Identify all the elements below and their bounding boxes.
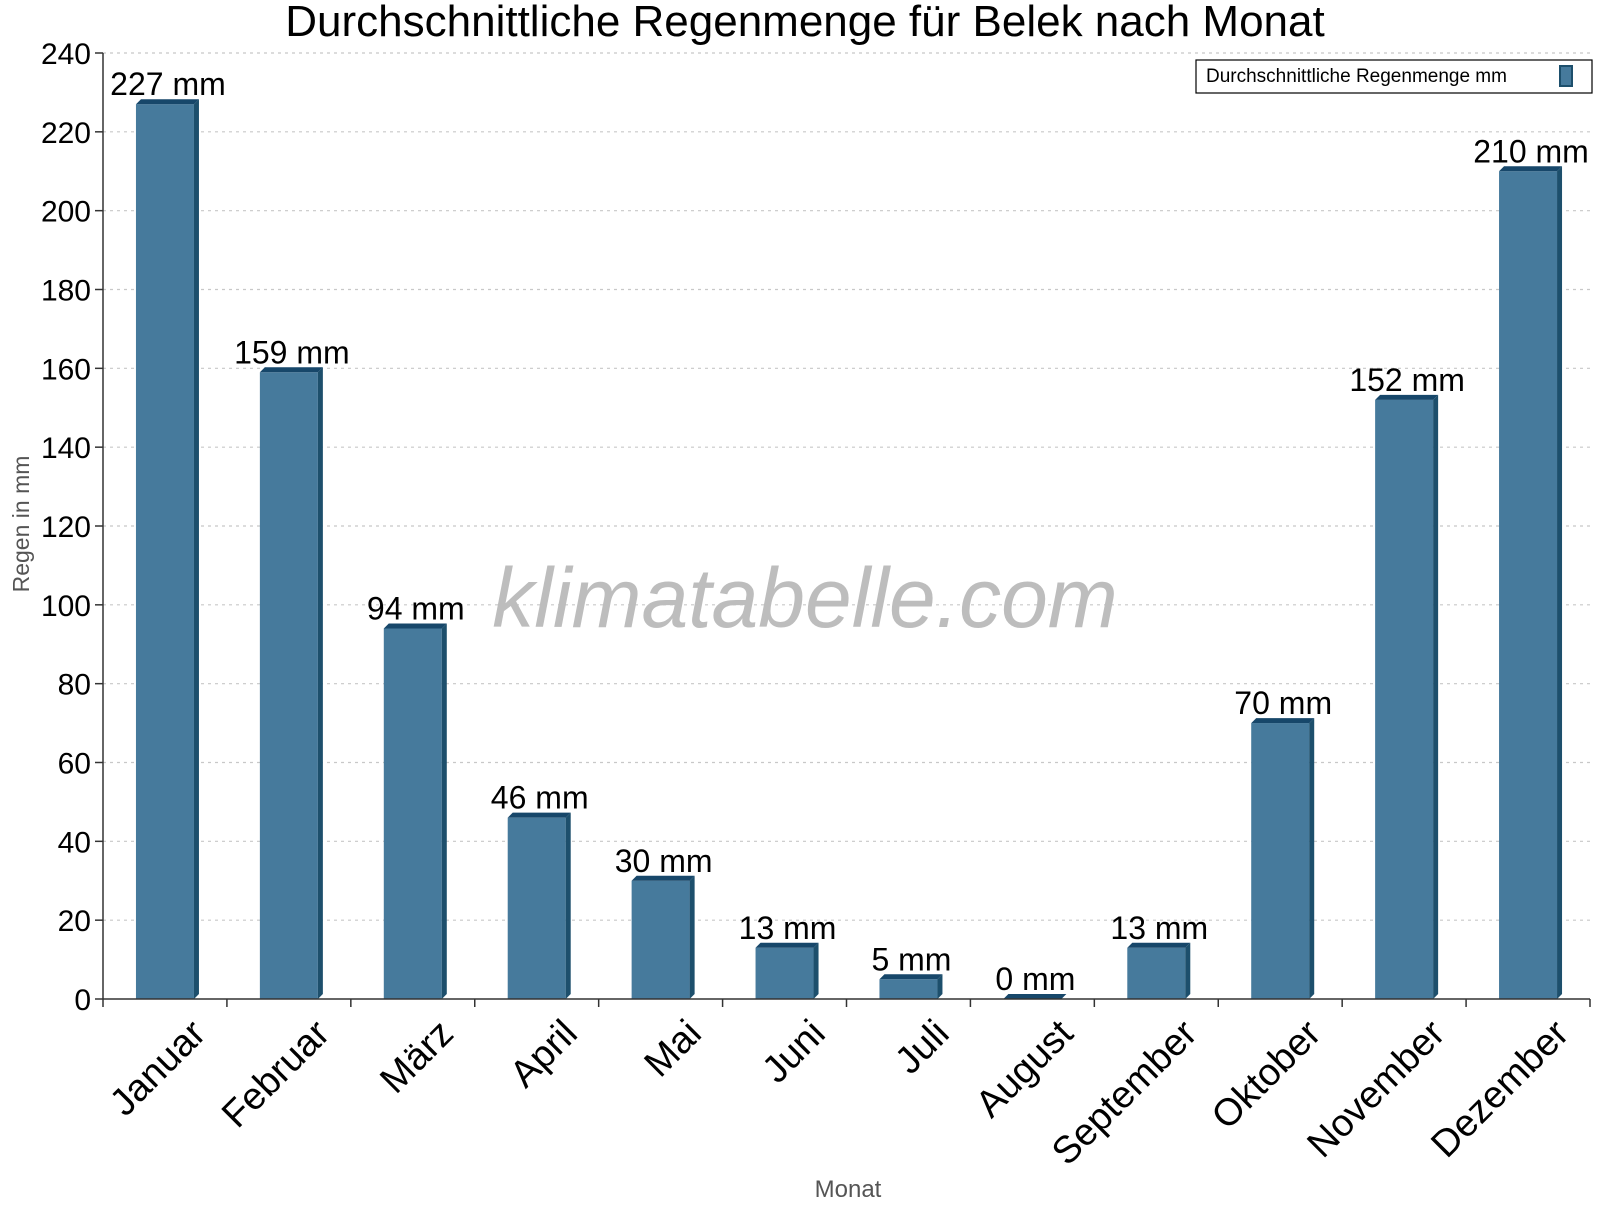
bar-value-label: 0 mm	[995, 961, 1075, 997]
bar-top	[1499, 166, 1563, 172]
bar	[1251, 723, 1310, 999]
bar-value-label: 5 mm	[871, 941, 951, 977]
bar	[135, 104, 194, 999]
bar-value-label: 13 mm	[739, 910, 837, 946]
bar-side	[1185, 942, 1191, 999]
bar-side	[441, 623, 447, 999]
bar-side	[565, 812, 571, 999]
bar-side	[317, 367, 323, 999]
bar-side	[1557, 166, 1563, 999]
bar-side	[1309, 718, 1315, 999]
data-labels: 227 mm 159 mm 94 mm 46 mm 30 mm 13 mm 5 mm 0 mm…	[110, 66, 1589, 997]
bar-top	[135, 99, 199, 105]
bar	[631, 880, 690, 999]
legend-box	[1195, 59, 1593, 94]
y-tick-label: 20	[58, 905, 91, 938]
y-axis-label: Regen in mm	[8, 456, 34, 593]
bar	[259, 372, 318, 999]
legend-swatch	[1559, 65, 1573, 87]
bar-top	[631, 875, 695, 881]
bar-value-label: 159 mm	[234, 334, 350, 370]
bar-value-label: 210 mm	[1473, 133, 1589, 169]
bar-side	[937, 974, 943, 999]
y-tick-label: 180	[41, 275, 91, 308]
y-tick-label: 0	[74, 984, 91, 1017]
bar-top	[383, 623, 447, 629]
bar-side	[813, 942, 819, 999]
bar-top	[1251, 718, 1315, 724]
y-tick-label: 100	[41, 590, 91, 623]
y-tick-label: 80	[58, 669, 91, 702]
bar-top	[1003, 994, 1067, 999]
bar-value-label: 70 mm	[1234, 685, 1332, 721]
grid-lines	[103, 52, 1590, 921]
x-axis-label: Monat	[815, 1176, 882, 1200]
y-tick-label: 60	[58, 748, 91, 781]
legend-label: Durchschnittliche Regenmenge mm	[1206, 66, 1507, 87]
bar-side	[1433, 394, 1439, 999]
bar	[507, 817, 566, 999]
bar	[1499, 171, 1558, 999]
bar	[755, 947, 814, 999]
y-tick-label: 160	[41, 353, 91, 386]
bar	[1127, 947, 1186, 999]
bar-top	[507, 812, 571, 818]
bar-value-label: 46 mm	[491, 780, 589, 816]
bar-top	[259, 367, 323, 373]
bar-value-label: 13 mm	[1110, 910, 1208, 946]
bar-value-label: 30 mm	[615, 843, 713, 879]
bar	[1375, 399, 1434, 999]
bar-value-label: 227 mm	[110, 66, 226, 102]
bar-value-label: 152 mm	[1349, 362, 1465, 398]
bar	[383, 628, 442, 999]
bar-side	[193, 99, 199, 999]
y-tick-label: 200	[41, 196, 91, 229]
bar-top	[1127, 942, 1191, 948]
bar-top	[1375, 394, 1439, 400]
bar-top	[879, 974, 943, 980]
bar-top	[755, 942, 819, 948]
chart-title: Durchschnittliche Regenmenge für Belek n…	[285, 0, 1324, 46]
y-tick-label: 140	[41, 432, 91, 465]
bar-value-label: 94 mm	[367, 590, 465, 626]
y-tick-label: 240	[41, 38, 91, 71]
y-tick-label: 120	[41, 511, 91, 544]
bars	[135, 99, 1563, 999]
y-tick-label: 40	[58, 826, 91, 859]
bar-side	[689, 875, 695, 999]
y-tick-label: 220	[41, 117, 91, 150]
legend: Durchschnittliche Regenmenge mm	[1195, 59, 1593, 94]
watermark-text: klimatabelle.com	[492, 551, 1118, 645]
bar	[879, 979, 938, 999]
